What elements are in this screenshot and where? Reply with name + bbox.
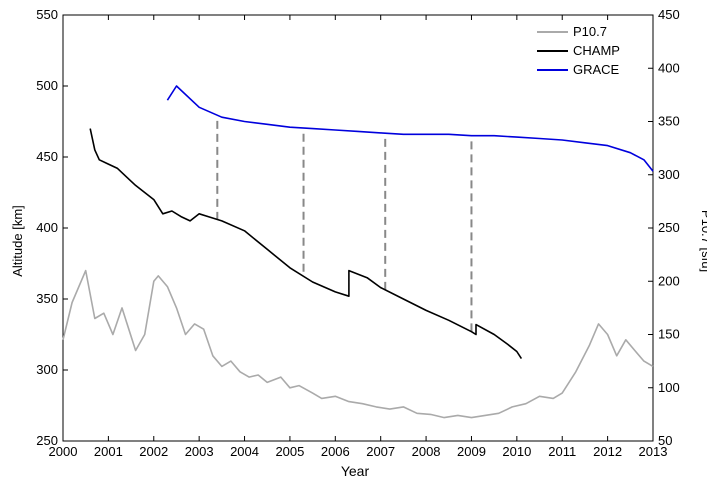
y-left-tick-label: 450 [36,149,58,164]
y-right-tick-label: 150 [658,327,680,342]
y-axis-right: 50 100 150 200 250 300 350 400 450 [648,7,680,448]
legend-label: CHAMP [573,43,620,58]
y-right-tick-label: 50 [658,433,672,448]
x-tick-label: 2004 [230,444,259,459]
series-grace [166,85,654,172]
y-right-tick-label: 450 [658,7,680,22]
legend-label: P10.7 [573,24,607,39]
x-tick-label: 2008 [412,444,441,459]
y-right-tick-label: 400 [658,60,680,75]
y-axis-right-label: P10.7 [sfu] [699,210,707,272]
y-left-tick-label: 250 [36,433,58,448]
x-tick-label: 2002 [139,444,168,459]
y-right-tick-label: 350 [658,114,680,129]
plot-area [62,14,654,442]
y-left-tick-label: 400 [36,220,58,235]
y-left-tick-label: 500 [36,78,58,93]
y-right-tick-label: 300 [658,167,680,182]
series-champ [89,128,523,360]
x-axis: 2000 2001 2002 2003 2004 2005 2006 2007 2008 2009… [49,15,668,459]
x-tick-label: 2012 [593,444,622,459]
series-p10-7 [62,269,654,419]
legend-label: GRACE [573,62,620,77]
y-left-tick-label: 350 [36,291,58,306]
legend: P10.7 CHAMP GRACE [528,20,648,92]
y-right-tick-label: 250 [658,220,680,235]
x-tick-label: 2000 [49,444,78,459]
x-tick-label: 2005 [275,444,304,459]
x-tick-label: 2009 [457,444,486,459]
x-tick-label: 2001 [94,444,123,459]
x-tick-label: 2003 [185,444,214,459]
y-left-tick-label: 300 [36,362,58,377]
x-tick-label: 2007 [366,444,395,459]
x-axis-label: Year [341,463,370,479]
x-tick-label: 2011 [548,444,576,459]
y-left-tick-label: 550 [36,7,58,22]
y-axis-left: 250 300 350 400 450 500 550 [36,7,68,448]
x-tick-label: 2006 [321,444,350,459]
x-tick-label: 2013 [639,444,668,459]
y-right-tick-label: 100 [658,380,680,395]
y-right-tick-label: 200 [658,273,680,288]
x-tick-label: 2010 [502,444,531,459]
y-axis-left-label: Altitude [km] [10,205,25,277]
